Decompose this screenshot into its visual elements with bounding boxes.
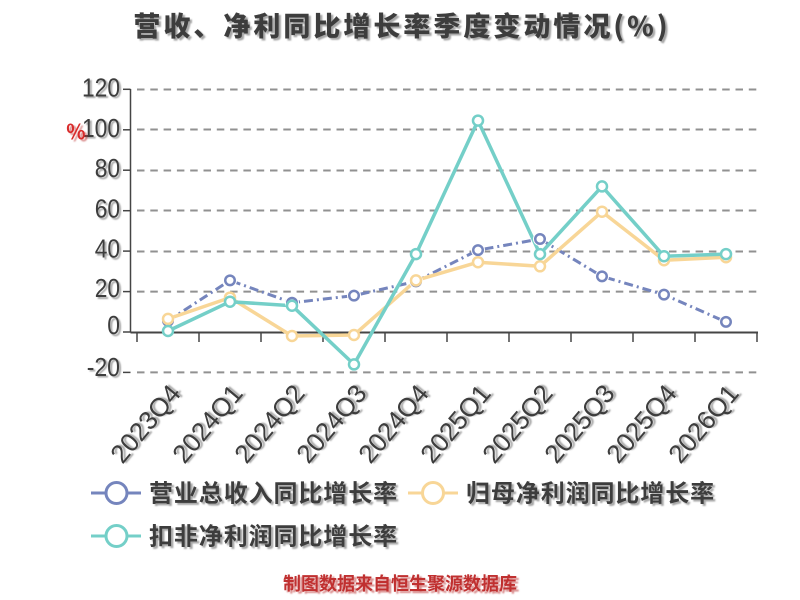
svg-text:40: 40: [95, 236, 120, 264]
svg-text:80: 80: [95, 155, 120, 183]
svg-text:归母净利润同比增长率: 归母净利润同比增长率: [466, 474, 715, 509]
svg-text:营业总收入同比增长率: 营业总收入同比增长率: [149, 474, 398, 509]
svg-text:0: 0: [107, 312, 120, 340]
svg-text:扣非净利润同比增长率: 扣非净利润同比增长率: [149, 517, 398, 552]
svg-text:100: 100: [82, 115, 120, 143]
svg-text:60: 60: [95, 196, 120, 224]
svg-text:制图数据来自恒生聚源数据库: 制图数据来自恒生聚源数据库: [283, 570, 517, 596]
svg-text:-20: -20: [87, 354, 120, 382]
svg-text:120: 120: [82, 74, 120, 102]
svg-text:%: %: [66, 116, 85, 145]
svg-text:20: 20: [95, 275, 120, 303]
svg-text:营收、净利同比增长率季度变动情况(%): 营收、净利同比增长率季度变动情况(%): [133, 5, 670, 44]
